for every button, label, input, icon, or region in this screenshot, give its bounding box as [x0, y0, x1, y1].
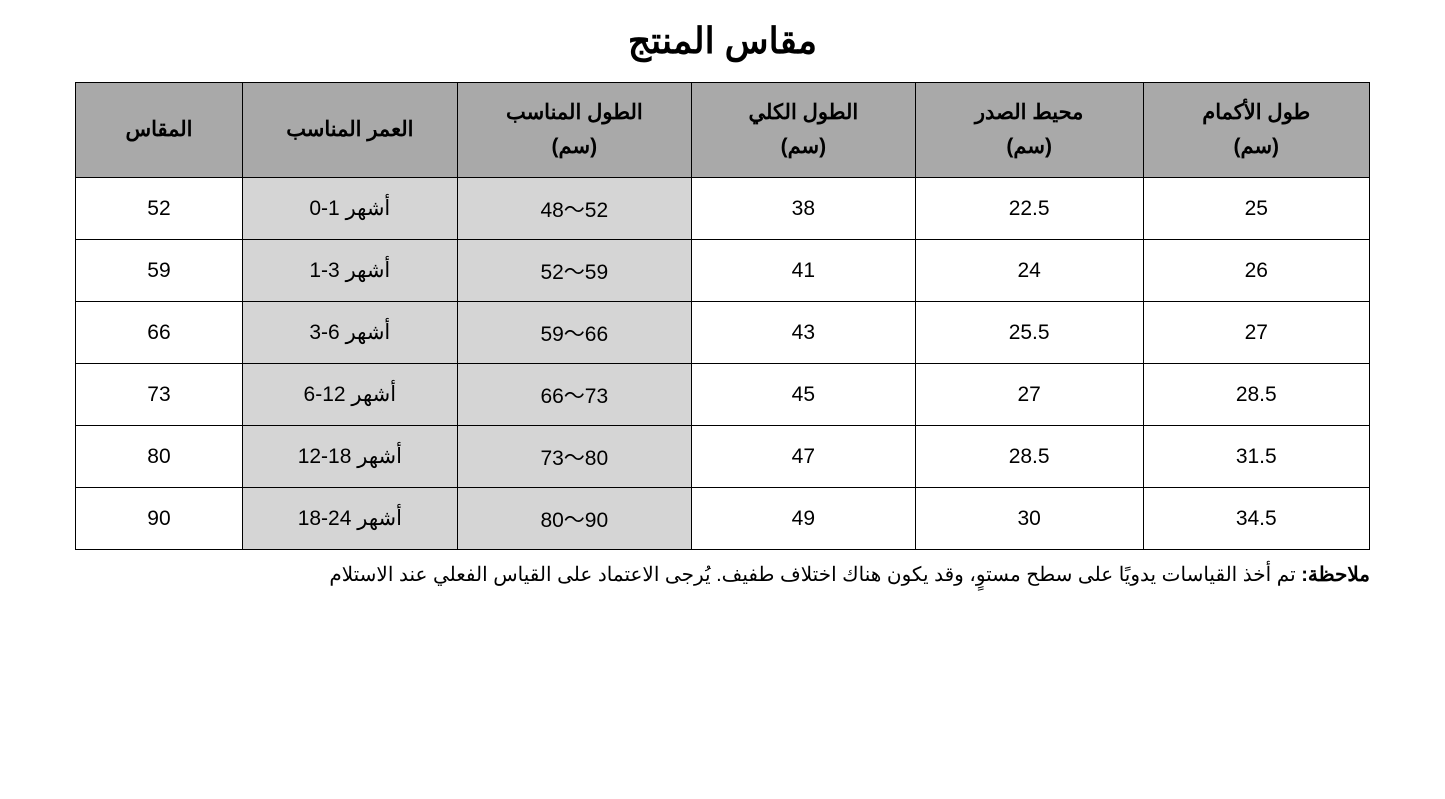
cell-age: 1-3 أشهر: [242, 240, 457, 302]
cell-chest: 22.5: [915, 178, 1143, 240]
cell-chest: 24: [915, 240, 1143, 302]
col-header-length: الطول المناسب (سم): [457, 83, 691, 178]
col-header-sleeve-line2: (سم): [1233, 135, 1279, 158]
cell-total: 41: [691, 240, 915, 302]
cell-sleeve: 27: [1143, 302, 1369, 364]
cell-total: 47: [691, 426, 915, 488]
table-row: 59 1-3 أشهر 52～59 41 24 26: [76, 240, 1370, 302]
cell-age: 3-6 أشهر: [242, 302, 457, 364]
table-header-row: المقاس العمر المناسب الطول المناسب (سم) …: [76, 83, 1370, 178]
table-row: 52 0-1 أشهر 48～52 38 22.5 25: [76, 178, 1370, 240]
cell-total: 49: [691, 488, 915, 550]
cell-age: 6-12 أشهر: [242, 364, 457, 426]
cell-sleeve: 28.5: [1143, 364, 1369, 426]
col-header-age-line1: العمر المناسب: [286, 118, 413, 141]
cell-chest: 25.5: [915, 302, 1143, 364]
cell-chest: 27: [915, 364, 1143, 426]
cell-size: 66: [76, 302, 243, 364]
cell-age: 18-24 أشهر: [242, 488, 457, 550]
cell-total: 43: [691, 302, 915, 364]
cell-size: 80: [76, 426, 243, 488]
cell-length: 66～73: [457, 364, 691, 426]
cell-age: 0-1 أشهر: [242, 178, 457, 240]
table-row: 73 6-12 أشهر 66～73 45 27 28.5: [76, 364, 1370, 426]
page-title: مقاس المنتج: [75, 20, 1370, 62]
cell-sleeve: 34.5: [1143, 488, 1369, 550]
cell-length: 52～59: [457, 240, 691, 302]
col-header-length-line1: الطول المناسب: [506, 101, 643, 124]
cell-length: 48～52: [457, 178, 691, 240]
cell-chest: 28.5: [915, 426, 1143, 488]
col-header-size: المقاس: [76, 83, 243, 178]
cell-sleeve: 31.5: [1143, 426, 1369, 488]
col-header-chest: محيط الصدر (سم): [915, 83, 1143, 178]
col-header-age: العمر المناسب: [242, 83, 457, 178]
table-row: 80 12-18 أشهر 73～80 47 28.5 31.5: [76, 426, 1370, 488]
col-header-total-line2: (سم): [781, 135, 827, 158]
col-header-size-line1: المقاس: [125, 118, 192, 141]
cell-total: 45: [691, 364, 915, 426]
col-header-total: الطول الكلي (سم): [691, 83, 915, 178]
cell-chest: 30: [915, 488, 1143, 550]
col-header-chest-line1: محيط الصدر: [975, 101, 1084, 124]
size-table: المقاس العمر المناسب الطول المناسب (سم) …: [75, 82, 1370, 550]
cell-size: 52: [76, 178, 243, 240]
cell-age: 12-18 أشهر: [242, 426, 457, 488]
cell-total: 38: [691, 178, 915, 240]
cell-length: 59～66: [457, 302, 691, 364]
note-paragraph: ملاحظة: تم أخذ القياسات يدويًا على سطح م…: [75, 562, 1370, 587]
cell-sleeve: 26: [1143, 240, 1369, 302]
cell-size: 73: [76, 364, 243, 426]
cell-length: 73～80: [457, 426, 691, 488]
cell-length: 80～90: [457, 488, 691, 550]
cell-size: 59: [76, 240, 243, 302]
table-row: 66 3-6 أشهر 59～66 43 25.5 27: [76, 302, 1370, 364]
table-row: 90 18-24 أشهر 80～90 49 30 34.5: [76, 488, 1370, 550]
col-header-total-line1: الطول الكلي: [749, 101, 859, 124]
col-header-sleeve: طول الأكمام (سم): [1143, 83, 1369, 178]
col-header-sleeve-line1: طول الأكمام: [1202, 101, 1310, 124]
cell-sleeve: 25: [1143, 178, 1369, 240]
cell-size: 90: [76, 488, 243, 550]
col-header-chest-line2: (سم): [1006, 135, 1052, 158]
note-text: تم أخذ القياسات يدويًا على سطح مستوٍ، وق…: [329, 564, 1301, 586]
col-header-length-line2: (سم): [552, 135, 598, 158]
note-label: ملاحظة:: [1301, 564, 1370, 586]
